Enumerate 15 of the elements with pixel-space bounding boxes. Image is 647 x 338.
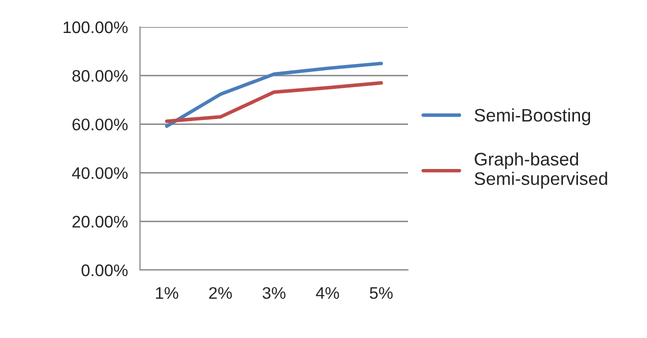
x-tick-label: 3% — [262, 287, 286, 299]
x-tick-label: 5% — [370, 287, 393, 299]
legend-label: Semi-Boosting — [474, 108, 590, 126]
y-tick-label: 80.00% — [72, 70, 128, 82]
y-tick-label: 20.00% — [72, 216, 128, 228]
legend-label: Graph-based Semi-supervised — [474, 152, 608, 189]
x-tick-label: 1% — [156, 287, 178, 299]
x-tick-label: 4% — [316, 287, 340, 299]
line-series — [165, 62, 383, 128]
line-series — [165, 81, 383, 124]
y-tick-label: 60.00% — [72, 118, 128, 130]
y-tick-label: 100.00% — [64, 21, 128, 34]
x-tick-label: 2% — [209, 287, 232, 299]
y-tick-label: 40.00% — [72, 167, 128, 180]
y-tick-label: 0.00% — [82, 264, 128, 276]
